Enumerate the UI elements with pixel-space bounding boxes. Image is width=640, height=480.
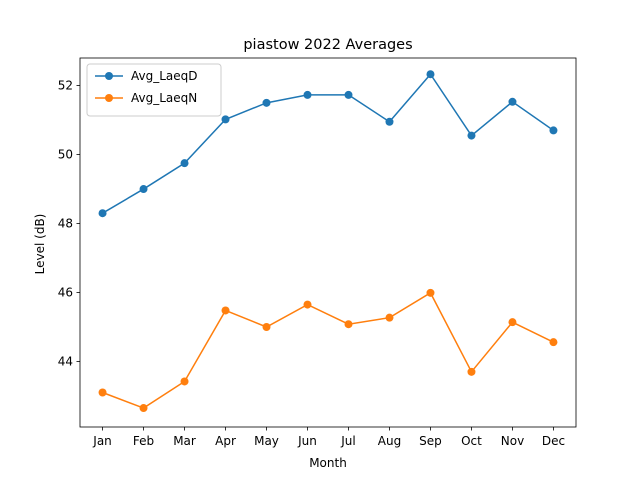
data-point-Avg_LaeqN-Dec (549, 338, 558, 347)
data-point-Avg_LaeqN-Nov (508, 318, 517, 327)
series-Avg_LaeqN (98, 288, 558, 413)
x-tick-label: May (254, 434, 279, 448)
data-point-Avg_LaeqD-Oct (467, 131, 476, 140)
x-tick-label: Feb (133, 434, 154, 448)
y-axis-label: Level (dB) (33, 214, 47, 275)
data-point-Avg_LaeqD-Jan (98, 209, 107, 218)
x-tick-label: Sep (419, 434, 442, 448)
data-point-Avg_LaeqD-Aug (385, 117, 394, 126)
legend-label: Avg_LaeqN (131, 91, 197, 105)
data-point-Avg_LaeqN-Apr (221, 306, 230, 315)
legend-box (86, 63, 222, 117)
data-point-Avg_LaeqD-May (262, 98, 271, 107)
axes (79, 57, 577, 428)
legend-marker (105, 94, 113, 102)
data-point-Avg_LaeqN-Jan (98, 388, 107, 397)
data-point-Avg_LaeqN-Jun (303, 300, 312, 309)
x-axis-label: Month (309, 456, 347, 470)
x-tick-label: Jun (297, 434, 317, 448)
data-point-Avg_LaeqN-Aug (385, 313, 394, 322)
plot-area (80, 58, 576, 427)
series-Avg_LaeqD (98, 70, 558, 218)
data-point-Avg_LaeqN-Oct (467, 367, 476, 376)
data-point-Avg_LaeqD-Mar (180, 159, 189, 168)
data-point-Avg_LaeqN-May (262, 322, 271, 331)
y-tick-label: 50 (58, 148, 73, 162)
data-point-Avg_LaeqD-Dec (549, 126, 558, 135)
legend: Avg_LaeqD Avg_LaeqN (86, 63, 222, 117)
x-tick-label: Aug (378, 434, 401, 448)
x-tick-label: Oct (461, 434, 482, 448)
data-point-Avg_LaeqD-Jul (344, 90, 353, 99)
y-tick-label: 46 (58, 286, 73, 300)
data-point-Avg_LaeqD-Nov (508, 97, 517, 106)
y-tick-label: 44 (58, 354, 73, 368)
series-line-Avg_LaeqN (102, 291, 554, 409)
y-tick-label: 52 (58, 79, 73, 93)
chart-title: piastow 2022 Averages (243, 37, 412, 53)
data-point-Avg_LaeqD-Sep (426, 70, 435, 79)
data-point-Avg_LaeqD-Apr (221, 115, 230, 124)
data-point-Avg_LaeqN-Jul (344, 320, 353, 329)
legend-item-Avg_LaeqN: Avg_LaeqN (95, 91, 197, 105)
legend-marker (105, 72, 113, 80)
data-point-Avg_LaeqD-Jun (303, 90, 312, 99)
x-tick-label: Jul (340, 434, 355, 448)
x-tick-label: Mar (173, 434, 196, 448)
x-tick-label: Jan (92, 434, 112, 448)
x-tick-label: Apr (215, 434, 236, 448)
legend-item-Avg_LaeqD: Avg_LaeqD (95, 69, 198, 83)
data-point-Avg_LaeqN-Sep (426, 288, 435, 297)
y-tick-label: 48 (58, 217, 73, 231)
axes-frame (79, 57, 577, 428)
x-axis-ticks: Jan Feb Mar Apr May Jun Jul Aug Sep Oct Nov Dec (92, 427, 565, 448)
data-point-Avg_LaeqD-Feb (139, 185, 148, 194)
x-tick-label: Nov (501, 434, 524, 448)
x-tick-label: Dec (542, 434, 565, 448)
plot-background (80, 58, 576, 427)
series-layer (98, 70, 558, 413)
data-point-Avg_LaeqN-Mar (180, 377, 189, 386)
legend-label: Avg_LaeqD (131, 69, 198, 83)
data-point-Avg_LaeqN-Feb (139, 404, 148, 413)
series-line-Avg_LaeqD (102, 72, 554, 214)
y-axis-ticks: 44 46 48 50 52 (58, 79, 80, 368)
